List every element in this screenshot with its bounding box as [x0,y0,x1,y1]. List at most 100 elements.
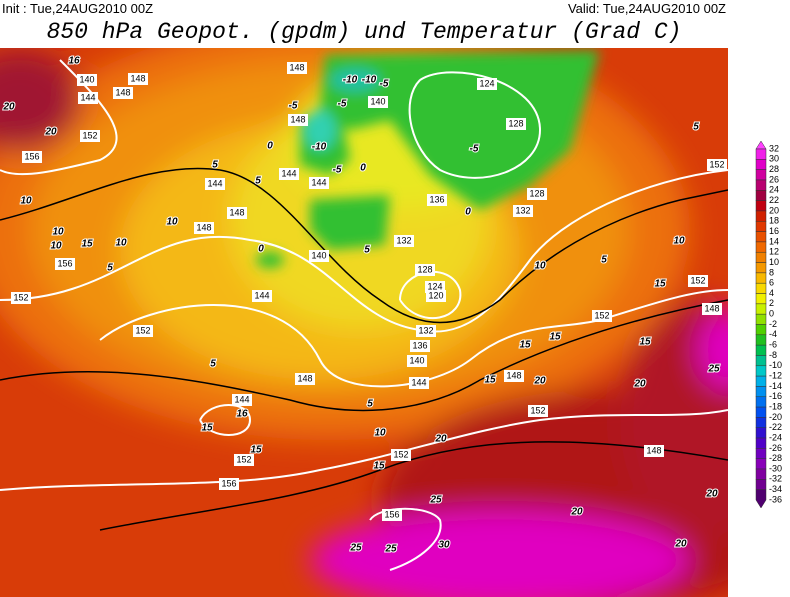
temperature-label: 10 [115,238,127,249]
geopotential-label-box [77,74,97,86]
geopotential-label-box [382,509,402,521]
geopotential-label: 152 [393,449,408,459]
geopotential-label-box [55,258,75,270]
geopotential-label: 144 [281,168,296,178]
colorbar-cell [755,303,767,315]
temperature-label: 15 [484,375,496,386]
geopotential-label-box [205,178,225,190]
colorbar-cell [755,179,767,191]
geopotential-label: 120 [428,290,443,300]
colorbar-cell [755,458,767,470]
colorbar-label: 4 [769,288,774,298]
geopotential-contours [0,59,728,571]
geopotential-label: 132 [515,205,530,215]
geopotential-label-box [295,373,315,385]
temperature-label: 25 [349,543,362,554]
map-title: 850 hPa Geopot. (gpdm) und Temperatur (G… [47,19,682,45]
colorbar-label: -16 [769,391,782,401]
temperature-label: 5 [367,399,373,410]
colorbar-label: 14 [769,236,779,246]
colorbar-label: -34 [769,484,782,494]
temperature-label: 30 [438,540,450,551]
geopotential-label: 152 [690,275,705,285]
geopotential-label-box [592,310,612,322]
temperature-label: 10 [50,241,62,252]
temperature-label: -5 [333,165,342,176]
colorbar-cell [755,396,767,408]
temperature-label: 5 [212,160,218,171]
colorbar-cell [755,437,767,449]
colorbar-label: 6 [769,278,774,288]
temperature-label: 15 [373,461,385,472]
colorbar-label: -18 [769,401,782,411]
geopotential-label: 148 [289,62,304,72]
geopotential-label-box [287,62,307,74]
geopotential-label-box [477,78,497,90]
colorbar-label: -10 [769,360,782,370]
geopotential-label: 144 [80,92,95,102]
geopotential-label: 148 [506,370,521,380]
colorbar-label: -2 [769,319,777,329]
colorbar-label: 0 [769,309,774,319]
colorbar-label: -28 [769,453,782,463]
temperature-label: 0 [258,244,264,255]
geopotential-label: 148 [229,207,244,217]
temperature-label: 0 [267,141,273,152]
geopotential-label-box [80,130,100,142]
colorbar-label: 26 [769,174,779,184]
colorbar-label: 10 [769,257,779,267]
temperature-label: 10 [534,261,546,272]
temperature-label: 25 [707,364,720,375]
geopotential-label: 152 [594,310,609,320]
colorbar-cell [755,241,767,253]
colorbar-cell [755,262,767,274]
geopotential-label-box [279,168,299,180]
colorbar-label: -8 [769,350,777,360]
temperature-label: -10 [312,142,327,153]
colorbar-label: -32 [769,474,782,484]
colorbar-cell [755,221,767,232]
temperature-label: 15 [549,332,561,343]
temperature-contours [0,167,728,531]
colorbar-label: 12 [769,247,779,257]
colorbar-label: 24 [769,185,779,195]
colorbar-label: -26 [769,443,782,453]
temperature-label: 20 [533,376,546,387]
geopotential-label: 156 [221,478,236,488]
temperature-label: -5 [470,144,479,155]
colorbar-cell [755,169,767,181]
colorbar-label: -24 [769,432,782,442]
geopotential-label: 148 [115,87,130,97]
temperature-label: -10 [343,75,358,86]
geopotential-label-box [288,114,308,126]
temperature-label: 5 [693,122,699,133]
temperature-label: 16 [236,409,248,420]
temperature-label: -5 [338,99,347,110]
geopotential-label: 148 [704,303,719,313]
geopotential-label: 152 [82,130,97,140]
colorbar-cell [755,282,767,294]
temperature-label: 20 [570,507,583,518]
geopotential-label: 152 [13,292,28,302]
temperature-label: 0 [360,163,366,174]
colorbar-label: 18 [769,216,779,226]
temperature-label: 10 [20,196,32,207]
geopotential-label: 128 [508,118,523,128]
geopotential-label-box [504,370,524,382]
geopotential-label: 156 [384,509,399,519]
geopotential-label: 128 [417,264,432,274]
temperature-label: 20 [705,489,718,500]
colorbar-cell [755,148,767,160]
temperature-label: 5 [255,176,261,187]
temperature-label: 15 [519,340,531,351]
geopotential-label-box [11,292,31,304]
colorbar-label: -4 [769,329,777,339]
temperature-label: 5 [601,255,607,266]
colorbar-cell [755,468,767,480]
colorbar-cell [755,210,767,222]
colorbar-label: -36 [769,494,782,504]
geopotential-label-box [506,118,526,130]
colorbar-cell [755,406,767,418]
colorbar-cell [755,324,767,336]
geopotential-label: 128 [529,188,544,198]
